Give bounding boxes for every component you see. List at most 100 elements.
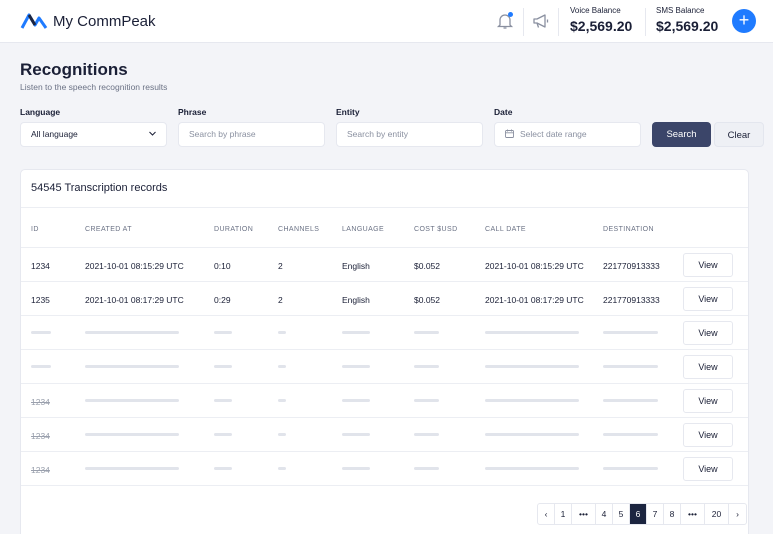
page-button[interactable]: 8 xyxy=(664,504,681,524)
view-button[interactable]: View xyxy=(683,321,733,345)
skeleton-bar xyxy=(214,331,232,334)
cell-id-placeholder: 1234 xyxy=(31,465,50,475)
skeleton-bar xyxy=(603,331,658,334)
language-select-value: All language xyxy=(31,129,78,139)
phrase-label: Phrase xyxy=(178,107,207,117)
skeleton-bar xyxy=(278,331,286,334)
column-header-call-date: CALL DATE xyxy=(485,226,526,233)
cell-cost: $0.052 xyxy=(414,295,440,305)
cell-call-date: 2021-10-01 08:17:29 UTC xyxy=(485,295,584,305)
search-button[interactable]: Search xyxy=(652,122,711,147)
page-button[interactable]: 4 xyxy=(596,504,613,524)
phrase-input[interactable]: Search by phrase xyxy=(178,122,325,147)
add-button[interactable]: + xyxy=(732,9,756,33)
page-next-button[interactable]: › xyxy=(736,509,739,519)
records-count-title: 54545 Transcription records xyxy=(31,182,168,194)
sms-balance-amount: $2,569.20 xyxy=(656,18,719,34)
page-button[interactable]: 20 xyxy=(705,504,729,524)
skeleton-bar xyxy=(31,365,51,368)
page-button[interactable]: 5 xyxy=(613,504,630,524)
cell-id: 1234 xyxy=(31,261,50,271)
skeleton-bar xyxy=(214,399,232,402)
pagination: ‹ 1 ••• 4 5 6 7 8 ••• 20 › xyxy=(537,503,747,525)
page-ellipsis[interactable]: ••• xyxy=(572,504,596,524)
skeleton-bar xyxy=(278,467,286,470)
commpeak-logo-icon xyxy=(20,13,48,29)
cell-id-placeholder: 1234 xyxy=(31,431,50,441)
cell-channels: 2 xyxy=(278,295,283,305)
column-header-duration: DURATION xyxy=(214,226,254,233)
table-row: 1235 2021-10-01 08:17:29 UTC 0:29 2 Engl… xyxy=(21,282,748,316)
skeleton-bar xyxy=(342,467,370,470)
view-button[interactable]: View xyxy=(683,355,733,379)
view-button[interactable]: View xyxy=(683,423,733,447)
divider xyxy=(21,207,748,208)
column-header-channels: CHANNELS xyxy=(278,226,320,233)
top-bar: My CommPeak Voice Balance $2,569.20 SMS … xyxy=(0,0,773,43)
cell-destination: 221770913333 xyxy=(603,295,660,305)
view-button[interactable]: View xyxy=(683,389,733,413)
table-row-loading: 1234 View xyxy=(21,452,748,486)
view-button[interactable]: View xyxy=(683,253,733,277)
language-select[interactable]: All language xyxy=(20,122,167,147)
cell-cost: $0.052 xyxy=(414,261,440,271)
skeleton-bar xyxy=(278,433,286,436)
page-button-active[interactable]: 6 xyxy=(630,504,647,524)
skeleton-bar xyxy=(85,433,179,436)
cell-language: English xyxy=(342,295,370,305)
cell-language: English xyxy=(342,261,370,271)
cell-destination: 221770913333 xyxy=(603,261,660,271)
skeleton-bar xyxy=(214,365,232,368)
logo[interactable]: My CommPeak xyxy=(20,10,156,32)
sms-balance-label: SMS Balance xyxy=(656,6,705,15)
skeleton-bar xyxy=(485,433,579,436)
skeleton-bar xyxy=(603,365,658,368)
skeleton-bar xyxy=(31,331,51,334)
app-name: My CommPeak xyxy=(53,12,156,30)
page-prev-button[interactable]: ‹ xyxy=(538,504,555,524)
skeleton-bar xyxy=(414,399,439,402)
view-button[interactable]: View xyxy=(683,457,733,481)
clear-button[interactable]: Clear xyxy=(714,122,764,147)
page-subtitle: Listen to the speech recognition results xyxy=(20,82,168,92)
column-header-cost: COST $USD xyxy=(414,226,458,233)
bell-icon[interactable] xyxy=(496,12,514,30)
skeleton-bar xyxy=(414,365,439,368)
table-row-loading: 1234 View xyxy=(21,384,748,418)
skeleton-bar xyxy=(414,467,439,470)
date-placeholder: Select date range xyxy=(520,129,587,139)
divider xyxy=(523,8,524,36)
page-button[interactable]: 1 xyxy=(555,504,572,524)
voice-balance: Voice Balance $2,569.20 xyxy=(570,6,632,34)
date-range-input[interactable]: Select date range xyxy=(494,122,641,147)
divider xyxy=(558,8,559,36)
voice-balance-label: Voice Balance xyxy=(570,6,621,15)
skeleton-bar xyxy=(342,331,370,334)
cell-id: 1235 xyxy=(31,295,50,305)
cell-created-at: 2021-10-01 08:15:29 UTC xyxy=(85,261,184,271)
view-button[interactable]: View xyxy=(683,287,733,311)
cell-duration: 0:10 xyxy=(214,261,231,271)
skeleton-bar xyxy=(485,399,579,402)
notification-dot xyxy=(508,12,513,17)
page-title: Recognitions xyxy=(20,60,128,79)
skeleton-bar xyxy=(485,365,579,368)
cell-call-date: 2021-10-01 08:15:29 UTC xyxy=(485,261,584,271)
language-label: Language xyxy=(20,107,61,117)
entity-label: Entity xyxy=(336,107,360,117)
skeleton-bar xyxy=(214,467,232,470)
column-header-destination: DESTINATION xyxy=(603,226,654,233)
entity-input[interactable]: Search by entity xyxy=(336,122,483,147)
megaphone-icon[interactable] xyxy=(532,12,550,30)
skeleton-bar xyxy=(414,433,439,436)
phrase-placeholder: Search by phrase xyxy=(189,129,256,139)
voice-balance-amount: $2,569.20 xyxy=(570,18,633,34)
skeleton-bar xyxy=(603,433,658,436)
cell-id-placeholder: 1234 xyxy=(31,397,50,407)
page-ellipsis[interactable]: ••• xyxy=(681,504,705,524)
skeleton-bar xyxy=(278,365,286,368)
column-header-language: LANGUAGE xyxy=(342,226,385,233)
page-button[interactable]: 7 xyxy=(647,504,664,524)
table-row-loading: View xyxy=(21,316,748,350)
skeleton-bar xyxy=(85,365,179,368)
